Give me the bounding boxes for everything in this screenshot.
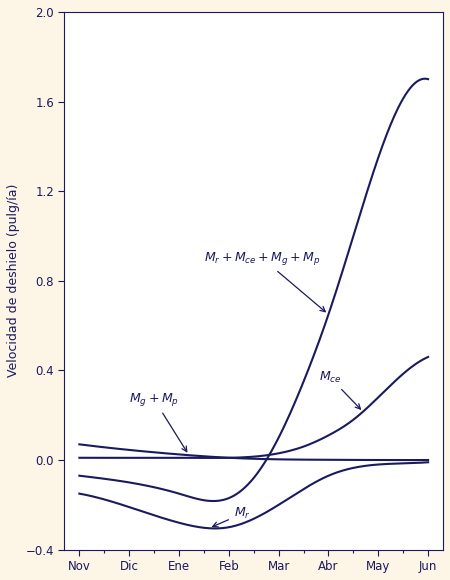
Y-axis label: Velocidad de deshielo (pulg/ía): Velocidad de deshielo (pulg/ía) — [7, 184, 20, 378]
Text: $M_r + M_{ce} + M_g + M_p$: $M_r + M_{ce} + M_g + M_p$ — [204, 250, 325, 311]
Text: $M_g + M_p$: $M_g + M_p$ — [129, 391, 187, 452]
Text: $M_{ce}$: $M_{ce}$ — [319, 369, 360, 409]
Text: $M_r$: $M_r$ — [213, 506, 251, 527]
